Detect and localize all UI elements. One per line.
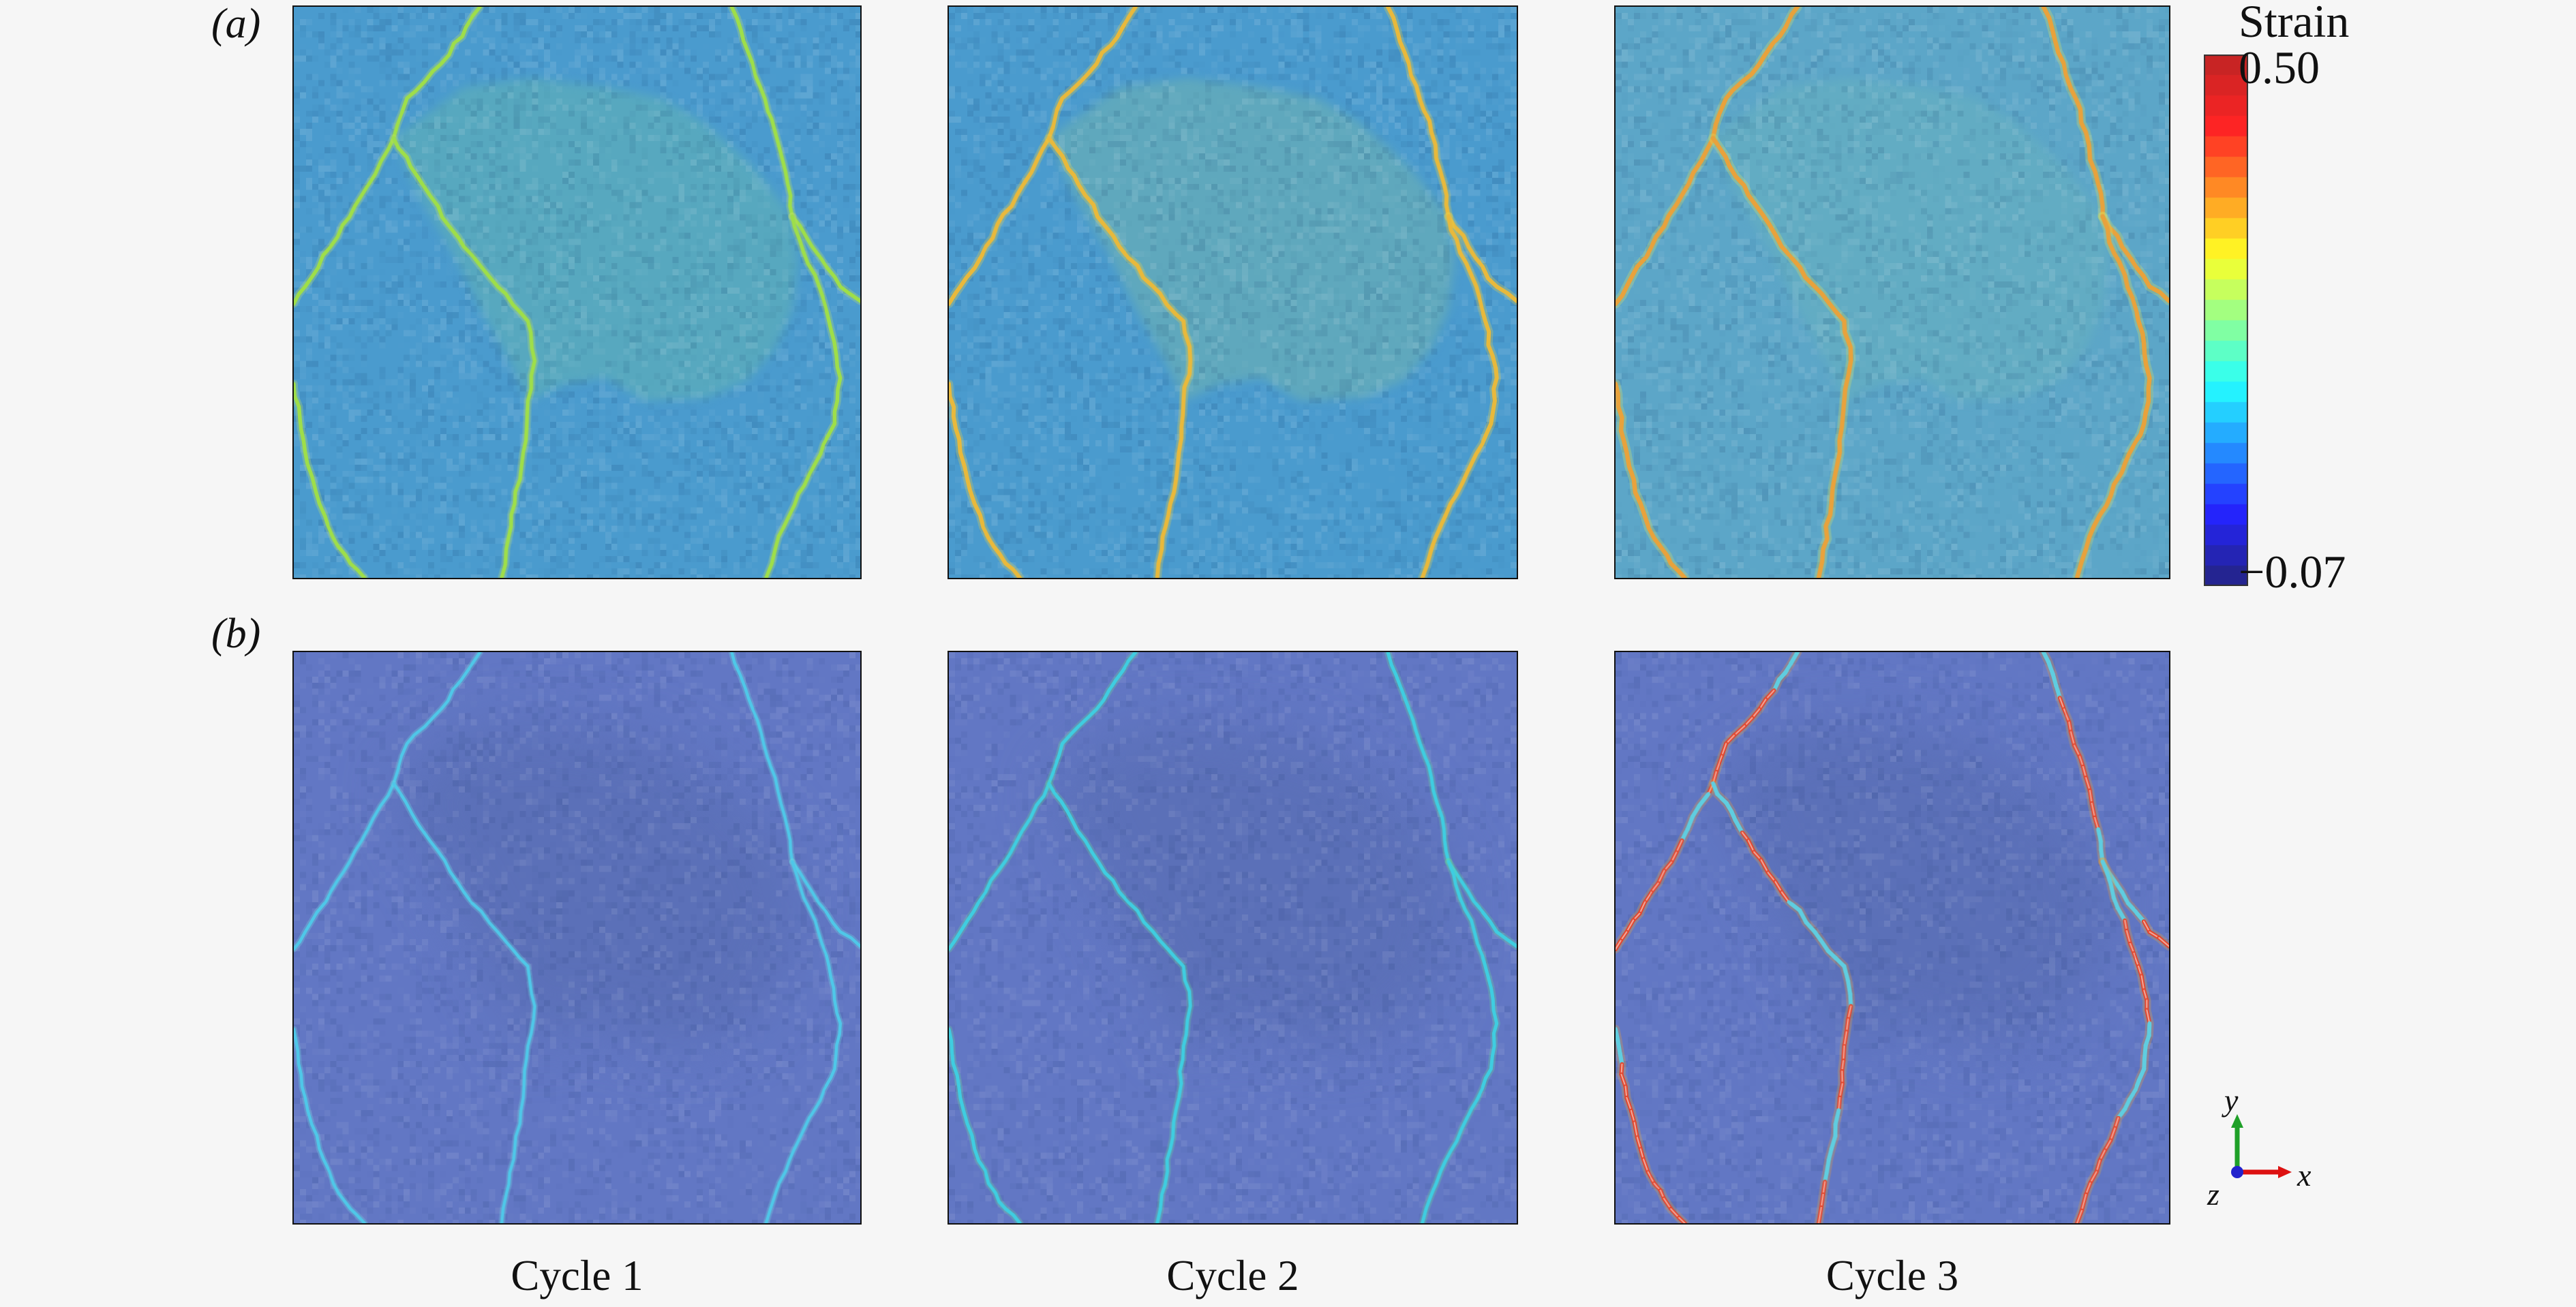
svg-text:x: x	[2297, 1158, 2312, 1193]
svg-text:z: z	[2207, 1177, 2219, 1212]
svg-text:y: y	[2222, 1083, 2239, 1118]
